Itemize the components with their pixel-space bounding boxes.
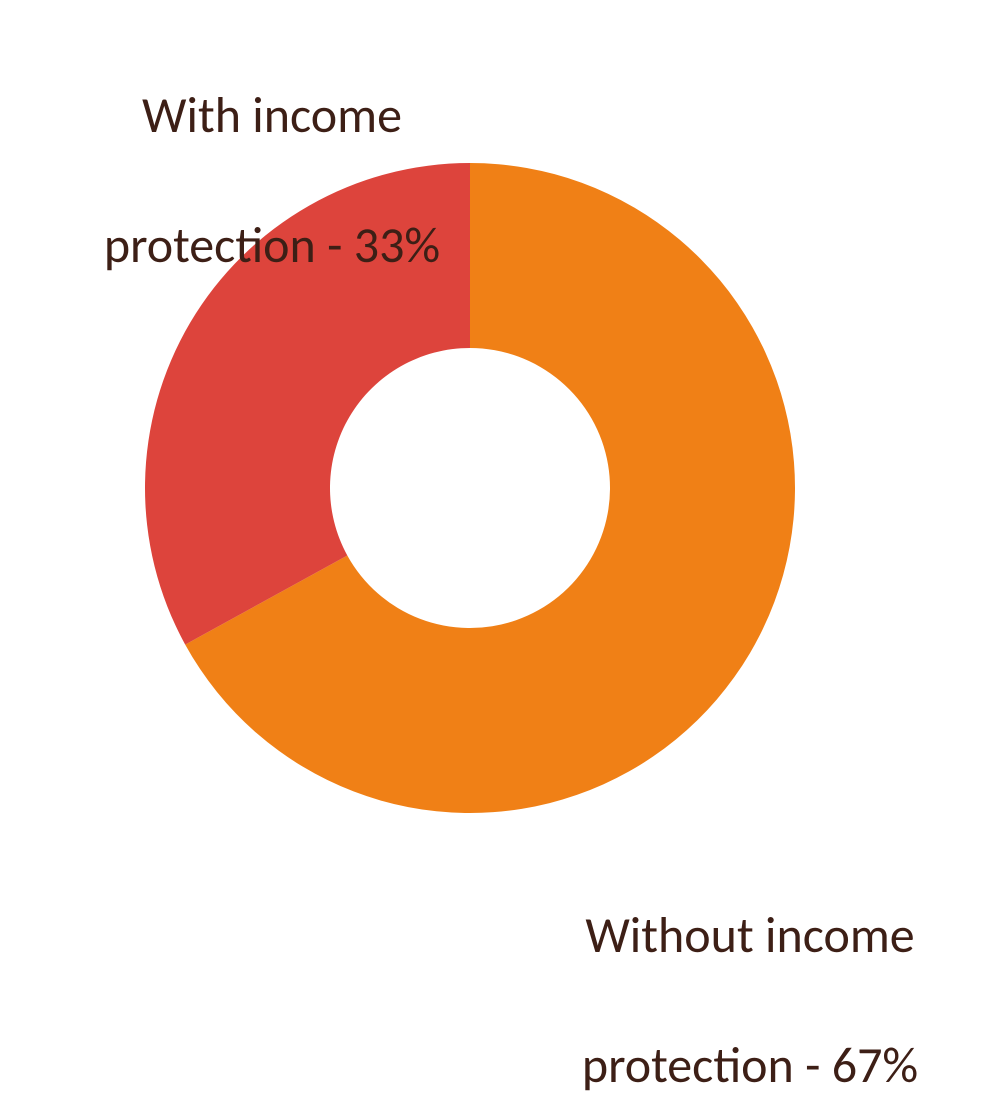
slice-label-1-line2: protection - 33% <box>104 215 440 276</box>
slice-label-0-line1: Without income <box>585 905 914 966</box>
slice-label-0-line2: protection - 67% <box>582 1035 918 1096</box>
slice-label-1-line1: With income <box>142 85 402 146</box>
slice-label-0: Without income protection - 67% <box>510 838 990 1098</box>
slice-label-1: With income protection - 33% <box>32 18 512 278</box>
